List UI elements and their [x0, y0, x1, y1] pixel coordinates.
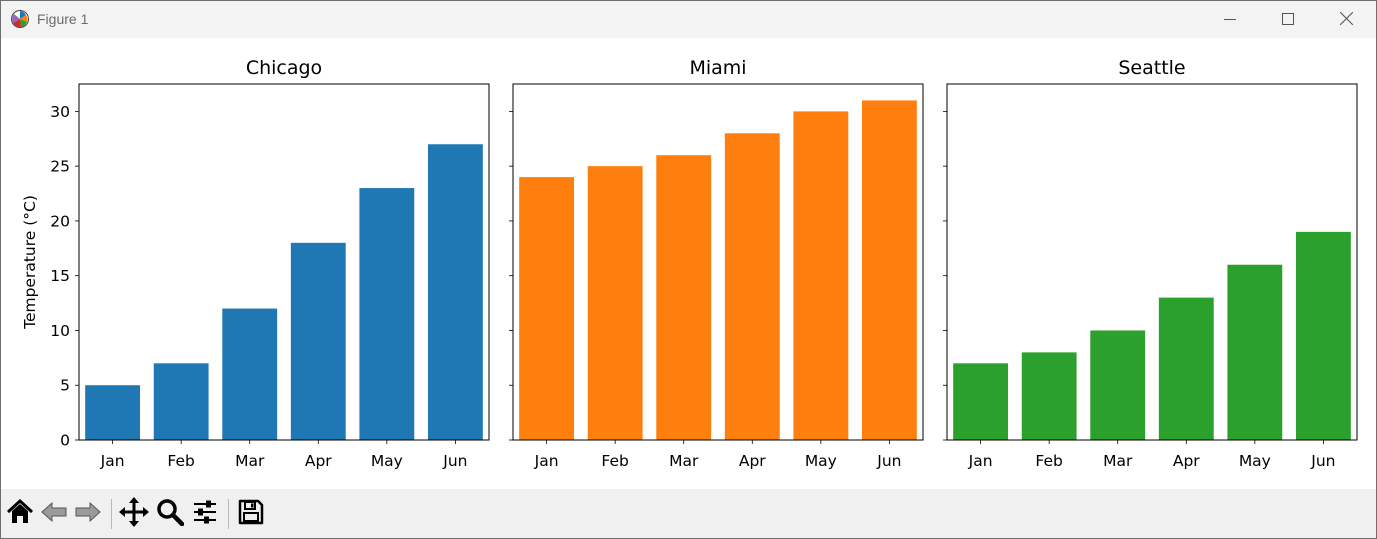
x-tick-label: May — [805, 452, 837, 470]
subplot-miami: Jan Feb Mar Apr May Jun Miami — [509, 57, 924, 470]
subplot-chicago: Jan Feb Mar Apr May Jun 0 5 10 15 20 25 30 Chicago Tem… — [21, 57, 490, 470]
navigation-toolbar — [1, 489, 1376, 538]
y-tick-label: 5 — [60, 377, 70, 395]
x-tick-label: Jun — [876, 452, 901, 470]
forward-button[interactable] — [72, 498, 104, 530]
x-tick-label: Mar — [235, 452, 265, 470]
bar — [953, 363, 1009, 440]
save-button[interactable] — [235, 498, 267, 530]
home-icon — [6, 498, 34, 529]
bar — [153, 363, 209, 440]
sliders-icon — [192, 499, 218, 529]
y-tick-label: 20 — [50, 212, 70, 230]
x-tick-label: Jan — [968, 452, 993, 470]
x-tick-label: Mar — [669, 452, 699, 470]
minimize-button[interactable] — [1201, 1, 1259, 38]
title-bar[interactable]: Figure 1 — [1, 1, 1376, 38]
x-tick-label: Feb — [1035, 452, 1062, 470]
x-tick-label: Apr — [305, 452, 332, 470]
x-tick-label: Feb — [601, 452, 628, 470]
configure-subplots-button[interactable] — [189, 498, 221, 530]
bar — [793, 111, 849, 440]
figure-svg: Jan Feb Mar Apr May Jun 0 5 10 15 20 25 30 Chicago Tem… — [21, 57, 1358, 470]
bar — [85, 385, 141, 440]
bar — [290, 242, 346, 440]
home-button[interactable] — [4, 498, 36, 530]
bar — [1021, 352, 1077, 440]
bar — [1090, 330, 1146, 440]
x-tick-label: May — [1239, 452, 1271, 470]
x-tick-label: Feb — [167, 452, 194, 470]
forward-arrow-icon — [74, 500, 102, 528]
bar — [861, 100, 917, 440]
back-arrow-icon — [40, 500, 68, 528]
bar — [1227, 264, 1283, 440]
subplot-title: Miami — [689, 57, 746, 79]
move-icon — [119, 497, 149, 531]
x-tick-label: Jun — [1310, 452, 1335, 470]
bar — [724, 133, 780, 440]
x-tick-label: Jan — [534, 452, 559, 470]
save-icon — [238, 499, 264, 529]
y-tick-label: 25 — [50, 158, 70, 176]
bar — [1158, 297, 1214, 440]
x-tick-label: Jan — [100, 452, 125, 470]
y-axis-label: Temperature (°C) — [21, 195, 39, 330]
axes-frame — [512, 83, 924, 441]
x-tick-label: Mar — [1103, 452, 1133, 470]
y-tick-label: 30 — [50, 103, 70, 121]
x-tick-label: Apr — [739, 452, 766, 470]
x-tick-label: Apr — [1173, 452, 1200, 470]
close-icon — [1339, 10, 1353, 29]
minimize-icon — [1224, 10, 1236, 29]
maximize-button[interactable] — [1259, 1, 1317, 38]
bar — [519, 177, 575, 440]
subplot-seattle: Jan Feb Mar Apr May Jun Seattle — [943, 57, 1358, 470]
x-tick-label: May — [371, 452, 403, 470]
bar — [222, 308, 278, 440]
bar — [359, 188, 415, 440]
bar — [587, 166, 643, 440]
bar — [1295, 231, 1351, 440]
axes-frame — [78, 83, 490, 441]
zoom-icon — [156, 498, 185, 530]
window-title: Figure 1 — [37, 11, 89, 27]
y-tick-label: 15 — [50, 267, 70, 285]
zoom-button[interactable] — [154, 498, 186, 530]
toolbar-separator — [111, 499, 112, 529]
subplot-title: Seattle — [1118, 57, 1185, 79]
toolbar-separator — [228, 499, 229, 529]
axes-frame — [946, 83, 1358, 441]
x-tick-label: Jun — [442, 452, 467, 470]
close-button[interactable] — [1317, 1, 1375, 38]
bar — [427, 144, 483, 440]
figure-canvas[interactable]: Jan Feb Mar Apr May Jun 0 5 10 15 20 25 30 Chicago Tem… — [1, 38, 1376, 489]
pan-button[interactable] — [118, 497, 150, 531]
maximize-icon — [1282, 10, 1294, 29]
matplotlib-logo-icon — [10, 9, 30, 29]
y-tick-label: 0 — [60, 432, 70, 450]
back-button[interactable] — [38, 498, 70, 530]
subplot-title: Chicago — [246, 57, 322, 79]
bar — [656, 155, 712, 440]
y-tick-label: 10 — [50, 322, 70, 340]
